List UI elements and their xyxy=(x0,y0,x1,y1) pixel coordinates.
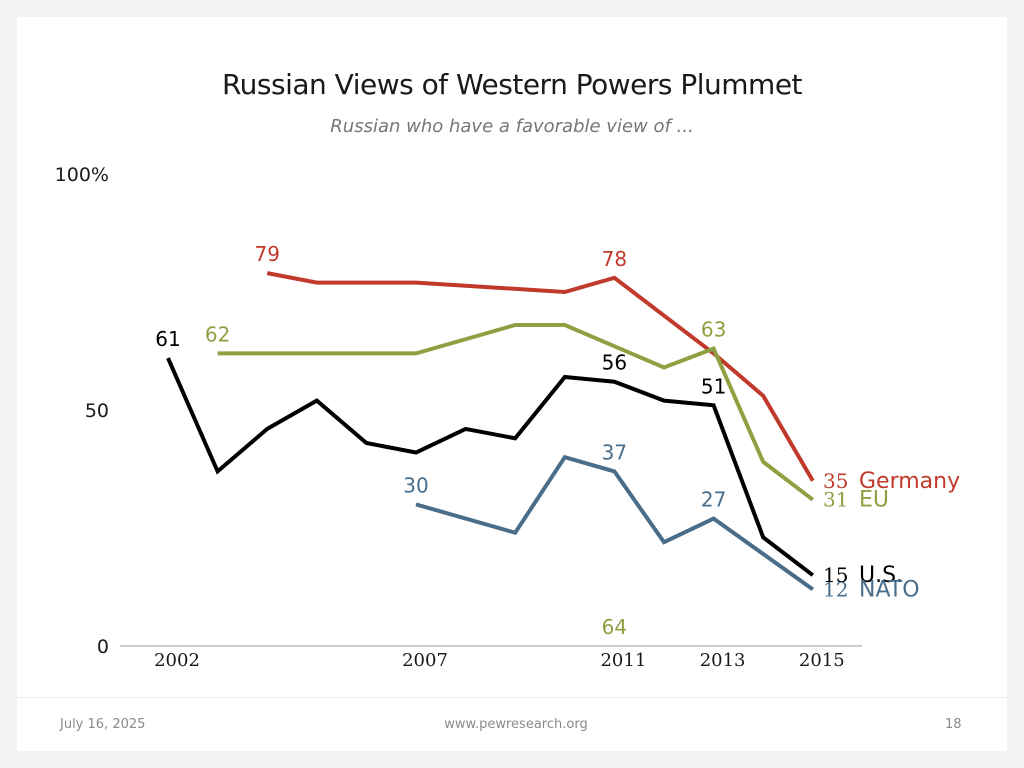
x-tick-label: 2011 xyxy=(600,650,646,671)
legend-label: U.S. xyxy=(859,563,903,588)
chart-title: Russian Views of Western Powers Plummet xyxy=(221,68,803,101)
end-value-label: 15 xyxy=(823,563,848,587)
series-line-germany xyxy=(266,271,815,482)
data-label: 63 xyxy=(701,318,726,342)
data-label: 37 xyxy=(602,440,627,464)
series-line-nato xyxy=(415,454,814,592)
y-tick-label: 0 xyxy=(97,636,109,658)
x-tick-label: 2015 xyxy=(799,650,845,671)
data-label: 61 xyxy=(155,327,180,351)
x-tick-label: 2007 xyxy=(402,650,448,671)
legend-label: NATO xyxy=(859,577,920,602)
legend-label: EU xyxy=(859,488,889,513)
data-label: 62 xyxy=(205,322,230,346)
data-label: 51 xyxy=(701,374,726,398)
end-value-label: 31 xyxy=(823,488,848,512)
footer-divider xyxy=(17,697,1007,698)
series-line-us xyxy=(166,357,815,577)
y-tick-label: 50 xyxy=(85,400,109,422)
data-label: 30 xyxy=(403,473,428,497)
footer-url: www.pewresearch.org xyxy=(444,717,588,732)
x-tick-label: 2002 xyxy=(154,650,200,671)
series-line-eu xyxy=(217,323,815,502)
data-label: 78 xyxy=(602,247,627,271)
page-number: 18 xyxy=(945,717,962,732)
data-label: 27 xyxy=(701,488,726,512)
legend-label: Germany xyxy=(859,469,960,494)
footer-date: July 16, 2025 xyxy=(60,717,146,732)
y-tick-label: 100% xyxy=(55,164,109,186)
chart-subtitle: Russian who have a favorable view of ... xyxy=(330,116,694,137)
end-value-label: 12 xyxy=(823,577,848,601)
data-label: 56 xyxy=(602,351,627,375)
slide-background xyxy=(17,17,1007,751)
end-value-label: 35 xyxy=(823,469,848,493)
data-label: 79 xyxy=(254,242,279,266)
x-tick-label: 2013 xyxy=(700,650,746,671)
data-label: 64 xyxy=(602,615,627,639)
